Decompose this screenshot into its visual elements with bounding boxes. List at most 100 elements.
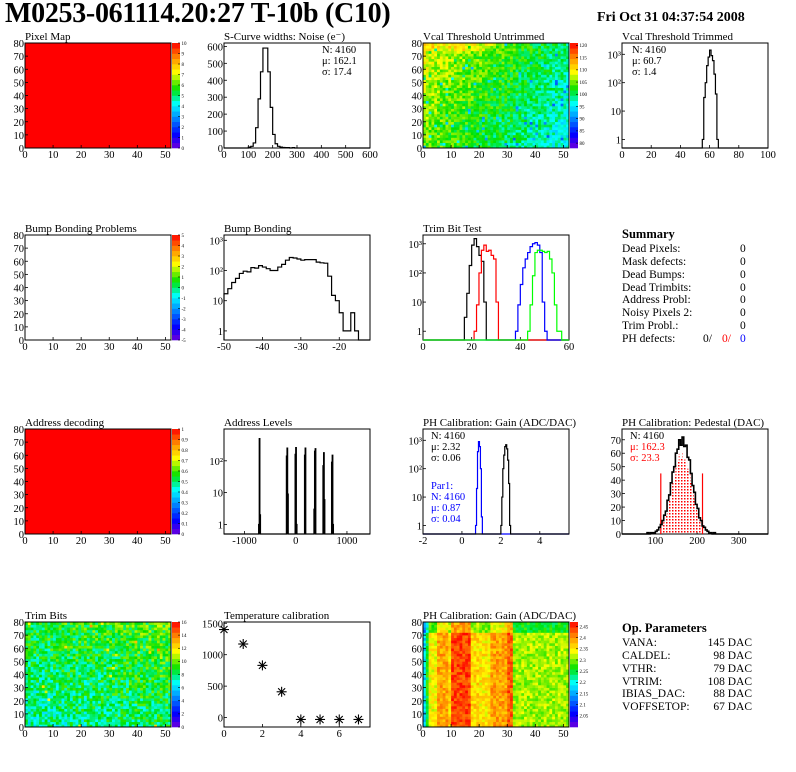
heatmap-cell — [156, 656, 161, 660]
heatmap-cell — [473, 85, 477, 88]
heatmap-cell — [473, 106, 477, 109]
heatmap-cell — [50, 674, 54, 678]
heatmap-cell — [448, 74, 452, 78]
heatmap-cell — [25, 637, 29, 641]
heatmap-cell — [162, 656, 166, 660]
heatmap-cell — [47, 724, 51, 728]
heatmap-cell — [434, 100, 438, 104]
heatmap-cell — [560, 132, 564, 136]
palette-swatch — [172, 240, 180, 246]
x-tick-label: 0 — [22, 536, 27, 547]
heatmap-cell — [50, 706, 54, 709]
heatmap-cell — [67, 661, 71, 665]
heatmap-cell — [532, 111, 536, 115]
heatmap-cell — [535, 119, 539, 123]
heatmap-cell — [538, 85, 542, 88]
heatmap-cell — [165, 650, 169, 654]
heatmap-cell — [524, 129, 528, 133]
heatmap-cell — [83, 640, 88, 644]
heatmap-cell — [168, 643, 172, 646]
heatmap-cell — [498, 64, 502, 67]
heatmap-cell — [552, 50, 556, 54]
heatmap-cell — [165, 627, 169, 631]
heatmap-cell — [510, 134, 514, 138]
heatmap-cell — [538, 64, 542, 67]
heatmap-cell — [498, 92, 502, 96]
heatmap-cell — [134, 645, 138, 649]
heatmap-cell — [86, 708, 90, 712]
heatmap-cell — [72, 708, 76, 712]
heatmap-cell — [549, 53, 553, 57]
heatmap-cell — [526, 127, 530, 130]
heatmap-cell — [112, 682, 116, 686]
heatmap-cell — [30, 690, 34, 694]
heatmap-cell — [456, 48, 460, 52]
heatmap-cell — [448, 140, 452, 144]
heatmap-cell — [504, 48, 508, 52]
heatmap-cell — [487, 45, 491, 49]
heatmap-cell — [98, 695, 102, 699]
heatmap-cell — [89, 664, 93, 667]
heatmap-cell — [103, 708, 107, 712]
heatmap-cell — [459, 43, 463, 46]
heatmap-cell — [154, 695, 158, 699]
heatmap-cell — [86, 637, 90, 641]
heatmap-cell — [524, 56, 528, 60]
heatmap-cell — [465, 145, 469, 149]
heatmap-cell — [27, 679, 31, 683]
heatmap-cell — [98, 650, 102, 654]
heatmap-cell — [123, 658, 127, 662]
heatmap-cell — [128, 632, 132, 636]
heatmap-cell — [67, 658, 71, 662]
heatmap-cell — [47, 711, 51, 715]
heatmap-cell — [100, 695, 104, 699]
heatmap-cell — [156, 622, 161, 625]
heatmap-cell — [123, 629, 127, 633]
heatmap-cell — [543, 100, 547, 104]
heatmap-cell — [428, 119, 432, 123]
heatmap-cell — [560, 142, 564, 146]
heatmap-cell — [89, 677, 93, 681]
heatmap-cell — [521, 132, 525, 136]
heatmap-cell — [459, 108, 463, 112]
heatmap-cell — [106, 671, 110, 675]
x-tick-label: 30 — [104, 150, 115, 161]
heatmap-cell — [36, 706, 40, 709]
heatmap-cell — [448, 56, 452, 60]
heatmap-cell — [156, 632, 161, 636]
palette-swatch — [172, 622, 180, 628]
heatmap-cell — [549, 116, 553, 120]
heatmap-cell — [434, 106, 438, 109]
heatmap-cell — [95, 700, 99, 704]
y-tick-label: 30 — [14, 105, 25, 116]
heatmap-cell — [467, 92, 472, 96]
heatmap-cell — [467, 116, 472, 120]
heatmap-cell — [515, 140, 519, 144]
heatmap-cell — [496, 85, 500, 88]
heatmap-cell — [546, 77, 550, 81]
heatmap-cell — [50, 637, 54, 641]
heatmap-cell — [453, 140, 457, 144]
heatmap-cell — [465, 69, 469, 73]
heatmap-cell — [100, 669, 104, 673]
heatmap-cell — [529, 103, 533, 107]
heatmap-cell — [448, 134, 452, 138]
heatmap-cell — [103, 632, 107, 636]
heatmap-cell — [131, 687, 135, 691]
heatmap-cell — [434, 124, 438, 128]
heatmap-cell — [58, 645, 62, 649]
heatmap-cell — [36, 653, 40, 657]
heatmap-cell — [448, 124, 452, 128]
heatmap-cell — [535, 85, 539, 88]
heatmap-cell — [137, 650, 141, 654]
heatmap-cell — [515, 724, 519, 728]
heatmap-cell — [159, 637, 163, 641]
heatmap-cell — [112, 653, 116, 657]
heatmap-cell — [95, 645, 99, 649]
heatmap-cell — [36, 671, 40, 675]
heatmap-cell — [496, 71, 500, 75]
histogram-series-0 — [224, 437, 370, 535]
heatmap-cell — [109, 653, 113, 657]
heatmap-cell — [462, 721, 466, 725]
heatmap-cell — [168, 627, 172, 631]
